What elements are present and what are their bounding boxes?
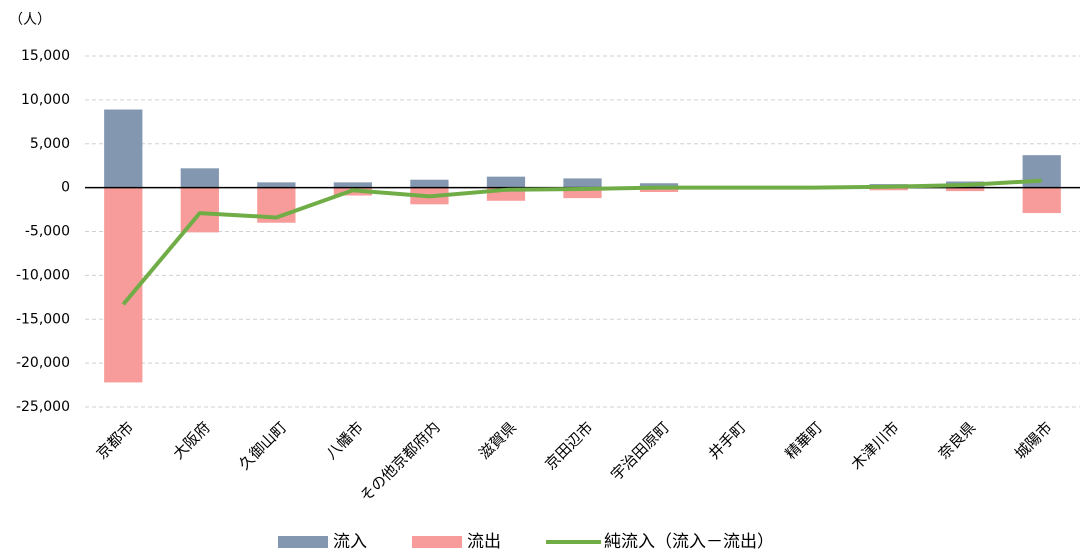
legend-label: 流入 — [333, 532, 367, 552]
bar — [104, 109, 143, 188]
x-tick-label: 宇治田原町 — [607, 418, 673, 484]
y-tick-label: -10,000 — [16, 267, 70, 283]
legend-label: 純流入（流入－流出） — [604, 532, 774, 552]
y-tick-label: 10,000 — [21, 92, 70, 108]
bar — [486, 176, 526, 188]
x-tick-label: 奈良県 — [935, 418, 980, 463]
y-tick-label: -5,000 — [25, 224, 70, 240]
x-tick-label: 大阪府 — [169, 418, 214, 463]
legend-label: 流出 — [467, 532, 501, 552]
bar — [639, 187, 679, 193]
bar — [563, 178, 602, 188]
x-tick-label: 精華町 — [782, 418, 827, 463]
y-tick-label: -25,000 — [16, 399, 70, 415]
bar — [333, 182, 373, 188]
bar — [869, 187, 908, 191]
bar — [180, 187, 219, 233]
x-tick-label: 井手町 — [705, 418, 750, 463]
y-tick-label: -20,000 — [16, 355, 70, 371]
x-tick-label: 滋賀県 — [475, 418, 520, 463]
net-line — [121, 178, 1042, 306]
y-tick-label: 5,000 — [30, 136, 70, 152]
y-tick-label: -15,000 — [16, 311, 70, 327]
legend-swatch — [412, 536, 462, 548]
unit-label: （人） — [9, 12, 51, 28]
bar — [639, 183, 679, 188]
y-tick-label: 15,000 — [21, 48, 70, 64]
x-tick-label: 京田辺市 — [541, 418, 596, 473]
x-tick-label: 久御山町 — [235, 418, 290, 473]
bar — [946, 187, 985, 192]
x-tick-label: 八幡市 — [322, 418, 367, 463]
bar — [563, 187, 602, 199]
bar — [410, 179, 449, 188]
y-tick-label: 0 — [61, 180, 70, 196]
bar — [104, 187, 143, 383]
bar — [1022, 187, 1061, 214]
x-tick-label: その他京都府内 — [356, 418, 443, 505]
x-tick-label: 木津川市 — [847, 418, 902, 473]
bar — [180, 168, 219, 188]
x-tick-label: 城陽市 — [1011, 418, 1056, 463]
bar — [257, 182, 296, 188]
legend-swatch — [278, 536, 328, 548]
x-tick-label: 京都市 — [93, 418, 138, 463]
